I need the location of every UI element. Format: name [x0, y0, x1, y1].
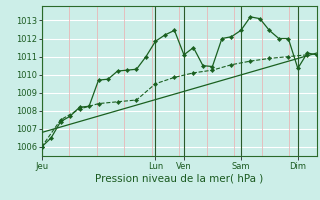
X-axis label: Pression niveau de la mer( hPa ): Pression niveau de la mer( hPa )	[95, 173, 263, 183]
